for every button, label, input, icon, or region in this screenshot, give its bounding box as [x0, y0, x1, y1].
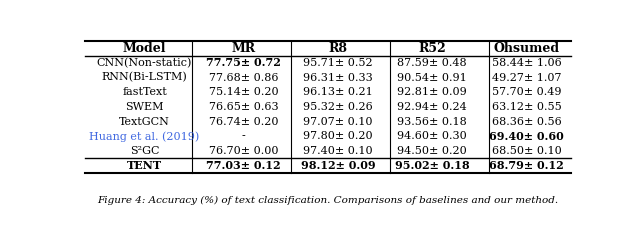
Text: Huang et al. (2019): Huang et al. (2019)	[90, 131, 200, 141]
Text: 87.59± 0.48: 87.59± 0.48	[397, 58, 467, 68]
Text: SWEM: SWEM	[125, 102, 164, 112]
Text: 92.94± 0.24: 92.94± 0.24	[397, 102, 467, 112]
Text: Model: Model	[123, 42, 166, 55]
Text: 97.40± 0.10: 97.40± 0.10	[303, 146, 372, 156]
Text: 76.70± 0.00: 76.70± 0.00	[209, 146, 278, 156]
Text: 92.81± 0.09: 92.81± 0.09	[397, 87, 467, 97]
Text: Ohsumed: Ohsumed	[493, 42, 559, 55]
Text: 95.71± 0.52: 95.71± 0.52	[303, 58, 372, 68]
Text: Figure 4: Accuracy (%) of text classification. Comparisons of baselines and our : Figure 4: Accuracy (%) of text classific…	[97, 196, 559, 205]
Text: 96.31± 0.33: 96.31± 0.33	[303, 73, 372, 82]
Text: 90.54± 0.91: 90.54± 0.91	[397, 73, 467, 82]
Text: 68.79± 0.12: 68.79± 0.12	[489, 160, 564, 171]
Text: S²GC: S²GC	[130, 146, 159, 156]
Text: -: -	[242, 131, 246, 141]
Text: 98.12± 0.09: 98.12± 0.09	[301, 160, 375, 171]
Text: 49.27± 1.07: 49.27± 1.07	[492, 73, 561, 82]
Text: R52: R52	[419, 42, 446, 55]
Text: 96.13± 0.21: 96.13± 0.21	[303, 87, 372, 97]
Text: 97.80± 0.20: 97.80± 0.20	[303, 131, 372, 141]
Text: 95.32± 0.26: 95.32± 0.26	[303, 102, 372, 112]
Text: 63.12± 0.55: 63.12± 0.55	[492, 102, 561, 112]
Text: TENT: TENT	[127, 160, 162, 171]
Text: 77.68± 0.86: 77.68± 0.86	[209, 73, 278, 82]
Text: 93.56± 0.18: 93.56± 0.18	[397, 117, 467, 127]
Text: CNN(Non-static): CNN(Non-static)	[97, 58, 192, 68]
Text: 97.07± 0.10: 97.07± 0.10	[303, 117, 372, 127]
Text: 68.36± 0.56: 68.36± 0.56	[492, 117, 561, 127]
Text: 95.02± 0.18: 95.02± 0.18	[395, 160, 470, 171]
Text: fastText: fastText	[122, 87, 167, 97]
Text: 77.03± 0.12: 77.03± 0.12	[206, 160, 281, 171]
Text: R8: R8	[328, 42, 348, 55]
Text: RNN(Bi-LSTM): RNN(Bi-LSTM)	[102, 72, 188, 83]
Text: 94.50± 0.20: 94.50± 0.20	[397, 146, 467, 156]
Text: 75.14± 0.20: 75.14± 0.20	[209, 87, 278, 97]
Text: 57.70± 0.49: 57.70± 0.49	[492, 87, 561, 97]
Text: 69.40± 0.60: 69.40± 0.60	[489, 131, 564, 142]
Text: 76.65± 0.63: 76.65± 0.63	[209, 102, 278, 112]
Text: 77.75± 0.72: 77.75± 0.72	[206, 57, 281, 68]
Text: 94.60± 0.30: 94.60± 0.30	[397, 131, 467, 141]
Text: 58.44± 1.06: 58.44± 1.06	[492, 58, 561, 68]
Text: 76.74± 0.20: 76.74± 0.20	[209, 117, 278, 127]
Text: TextGCN: TextGCN	[119, 117, 170, 127]
Text: 68.50± 0.10: 68.50± 0.10	[492, 146, 561, 156]
Text: MR: MR	[232, 42, 256, 55]
